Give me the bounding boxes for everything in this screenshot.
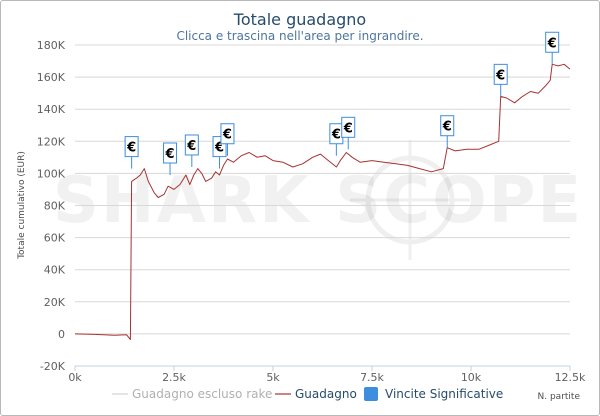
marker-symbol: € — [547, 36, 557, 51]
significant-win-marker[interactable]: € — [341, 116, 356, 150]
significant-win-marker[interactable]: € — [440, 115, 455, 148]
marker-symbol: € — [214, 141, 224, 156]
marker-symbol: € — [222, 128, 232, 143]
marker-symbol: € — [495, 68, 505, 83]
significant-win-marker[interactable]: € — [184, 134, 199, 167]
significant-win-marker[interactable]: € — [493, 63, 508, 97]
series-line-guadagno[interactable] — [74, 63, 571, 340]
marker-flag — [341, 116, 356, 138]
significant-win-marker[interactable]: € — [163, 142, 178, 176]
marker-symbol: € — [126, 141, 136, 156]
legend-swatch — [364, 387, 378, 401]
legend-label: Guadagno escluso rake — [132, 387, 272, 401]
y-tick-label: 100K — [37, 167, 66, 180]
x-tick-label: 5k — [266, 371, 280, 384]
y-tick-label: 80K — [44, 200, 66, 213]
marker-flag — [493, 63, 508, 85]
x-tick-label: 2.5k — [162, 371, 186, 384]
y-tick-label: 20K — [44, 296, 66, 309]
series-area[interactable] — [74, 63, 571, 340]
marker-flag — [184, 134, 199, 156]
chart-subtitle: Clicca e trascina nell'area per ingrandi… — [176, 29, 423, 43]
x-tick-label: 12.5k — [555, 371, 586, 384]
y-tick-label: -20K — [40, 360, 66, 373]
marker-symbol: € — [343, 121, 353, 136]
axes: -20K 0 20K 40K 60K 80K 100K 120K 140K 160K 180K 0k 2… — [37, 39, 586, 384]
y-tick-label: 0 — [58, 328, 65, 341]
legend-item-guadagno[interactable]: Guadagno — [275, 387, 357, 401]
chart-title: Totale guadagno — [233, 10, 366, 29]
x-axis-title: N. partite — [538, 392, 581, 402]
marker-symbol: € — [186, 139, 196, 154]
y-tick-label: 60K — [44, 232, 66, 245]
marker-flag — [163, 142, 178, 164]
legend-label: Guadagno — [295, 387, 357, 401]
watermark-scope-icon — [350, 140, 470, 260]
y-tick-label: 120K — [37, 135, 66, 148]
marker-symbol: € — [331, 128, 341, 143]
legend-label: Vincite Significative — [385, 387, 503, 401]
y-axis-title: Totale cumulativo (EUR) — [17, 151, 27, 260]
significant-win-marker[interactable]: € — [220, 123, 235, 156]
legend-item-vincite-significative[interactable]: Vincite Significative — [364, 387, 503, 401]
grid — [75, 44, 570, 367]
y-tick-label: 40K — [44, 264, 66, 277]
y-tick-label: 180K — [37, 39, 66, 52]
marker-flag — [220, 123, 235, 145]
x-tick-label: 10k — [461, 371, 482, 384]
marker-symbol: € — [165, 147, 175, 162]
y-tick-label: 140K — [37, 103, 66, 116]
y-tick-label: 160K — [37, 71, 66, 84]
marker-flag — [440, 115, 455, 137]
x-tick-label: 0k — [68, 371, 82, 384]
watermark: SHARK SCOPE — [53, 164, 583, 238]
significant-win-marker[interactable]: € — [545, 31, 560, 65]
marker-flag — [545, 31, 560, 53]
markers-area[interactable]: € €€ €€ € € €€€ — [124, 31, 560, 176]
legend: Guadagno escluso rake Guadagno Vincite S… — [112, 387, 503, 401]
x-tick-label: 7.5k — [360, 371, 384, 384]
marker-symbol: € — [442, 120, 452, 135]
legend-item-guadagno-escluso-rake[interactable]: Guadagno escluso rake — [112, 387, 272, 401]
significant-win-marker[interactable]: € — [329, 123, 344, 156]
significant-win-marker[interactable]: € — [124, 136, 139, 169]
marker-flag — [124, 136, 139, 158]
